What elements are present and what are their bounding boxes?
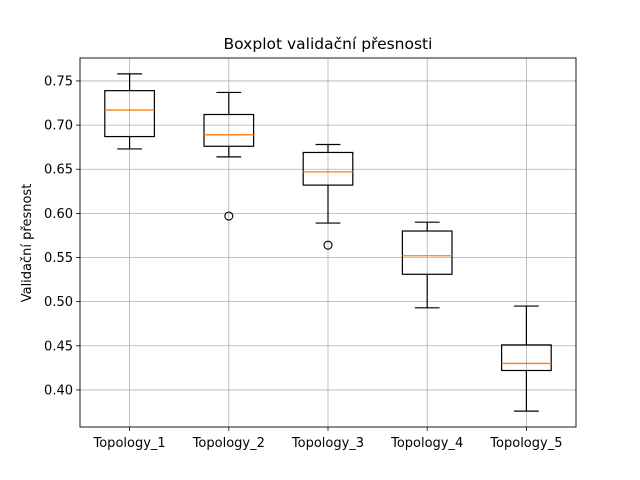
box-iqr — [203, 113, 255, 147]
x-tick-label: Topology_2 — [192, 436, 265, 451]
outlier-point — [323, 240, 333, 250]
y-tick-label: 0.40 — [44, 383, 73, 398]
outlier-point — [224, 211, 234, 221]
y-tick-label: 0.55 — [44, 251, 73, 266]
box-iqr — [401, 230, 453, 275]
chart-title: Boxplot validační přesnosti — [224, 35, 433, 53]
boxes — [104, 73, 552, 412]
box-topology-5 — [501, 305, 552, 412]
x-tick-label: Topology_5 — [489, 436, 562, 451]
box-topology-3 — [302, 143, 354, 250]
x-tick-label: Topology_4 — [390, 436, 463, 451]
box-topology-2 — [203, 91, 255, 221]
plot-frame — [79, 57, 577, 428]
y-tick-label: 0.60 — [44, 207, 73, 222]
x-tick-label: Topology_3 — [291, 436, 364, 451]
box-iqr — [302, 151, 354, 186]
axes: 0.40 0.45 0.50 0.55 0.60 0.65 0.70 0.75 Topology… — [44, 57, 577, 451]
y-axis-label: Validační přesnost — [20, 184, 35, 303]
y-tick-label: 0.70 — [44, 119, 73, 134]
box-topology-1 — [104, 73, 156, 150]
box-iqr — [104, 90, 156, 138]
box-topology-4 — [401, 221, 453, 309]
y-tick-label: 0.65 — [44, 163, 73, 178]
y-tick-label: 0.75 — [44, 74, 73, 89]
box-iqr — [501, 344, 552, 372]
x-tick-label: Topology_1 — [93, 436, 166, 451]
y-tick-label: 0.50 — [44, 295, 73, 310]
y-tick-label: 0.45 — [44, 339, 73, 354]
